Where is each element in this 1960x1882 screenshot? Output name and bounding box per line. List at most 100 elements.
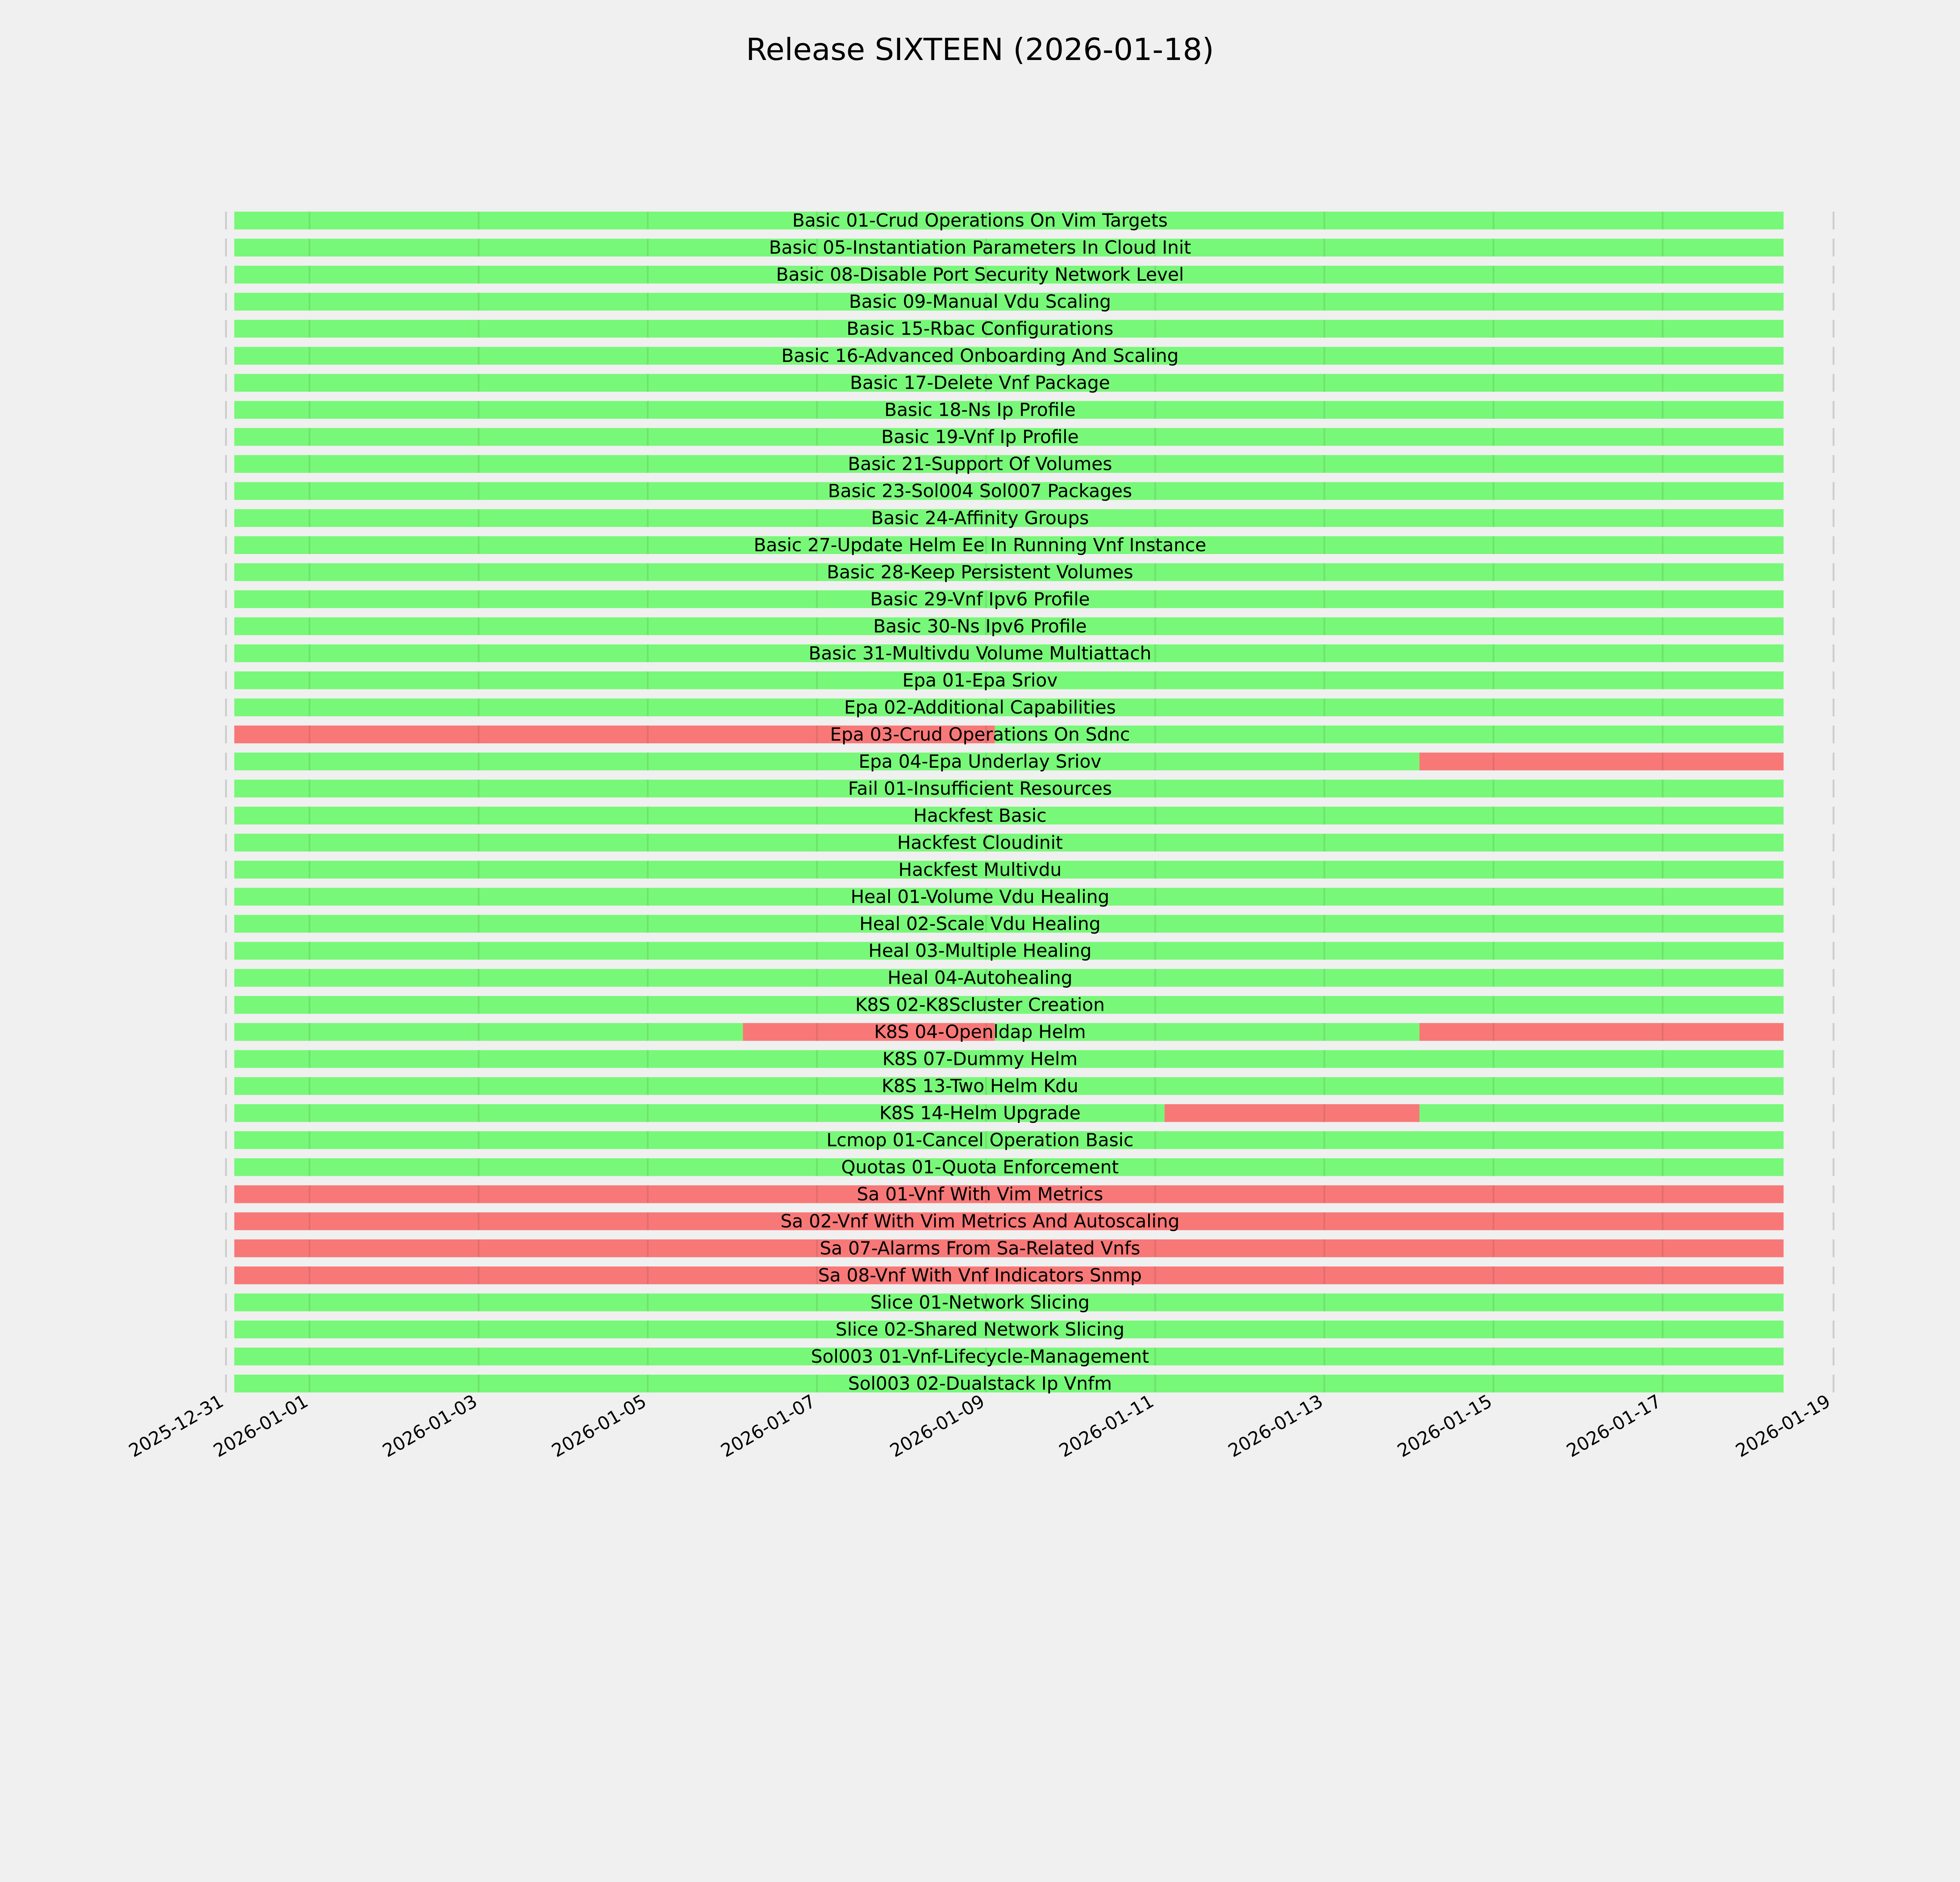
bar-segment-fail xyxy=(1164,1104,1420,1122)
test-label: Basic 17-Delete Vnf Package xyxy=(850,372,1110,393)
test-label: Basic 30-Ns Ipv6 Profile xyxy=(873,616,1087,637)
bar-segment-fail xyxy=(1419,752,1784,770)
test-label: Heal 02-Scale Vdu Healing xyxy=(859,913,1100,934)
test-label: K8S 07-Dummy Helm xyxy=(882,1048,1078,1070)
test-row: Sa 01-Vnf With Vim Metrics xyxy=(225,1184,1835,1205)
bar-segment-pass xyxy=(234,969,1784,987)
bar-segment-pass xyxy=(234,1104,1165,1122)
bar-segment-pass xyxy=(234,482,1784,500)
test-row: Heal 01-Volume Vdu Healing xyxy=(225,886,1835,907)
test-row: K8S 07-Dummy Helm xyxy=(225,1048,1835,1070)
test-row: K8S 02-K8Scluster Creation xyxy=(225,994,1835,1015)
test-row: Basic 27-Update Helm Ee In Running Vnf I… xyxy=(225,534,1835,556)
bar-segment-pass xyxy=(234,211,1784,230)
test-label: Basic 15-Rbac Configurations xyxy=(847,318,1114,339)
bar-segment-pass xyxy=(234,617,1784,635)
test-row: Slice 01-Network Slicing xyxy=(225,1292,1835,1313)
test-row: Epa 01-Epa Sriov xyxy=(225,670,1835,691)
test-row: Epa 03-Crud Operations On Sdnc xyxy=(225,724,1835,745)
test-row: Basic 16-Advanced Onboarding And Scaling xyxy=(225,345,1835,366)
test-row: Sol003 02-Dualstack Ip Vnfm xyxy=(225,1373,1835,1394)
test-row: K8S 04-Openldap Helm xyxy=(225,1021,1835,1043)
bar-segment-pass xyxy=(234,834,1784,852)
bar-segment-pass xyxy=(234,536,1784,554)
test-label: Hackfest Cloudinit xyxy=(897,832,1063,853)
test-label: Basic 21-Support Of Volumes xyxy=(848,453,1112,474)
test-row: Basic 23-Sol004 Sol007 Packages xyxy=(225,480,1835,501)
bar-segment-pass xyxy=(234,1321,1784,1339)
test-label: K8S 02-K8Scluster Creation xyxy=(855,994,1105,1015)
test-row: Sa 07-Alarms From Sa-Related Vnfs xyxy=(225,1238,1835,1259)
bar-segment-pass xyxy=(234,807,1784,825)
test-row: Basic 17-Delete Vnf Package xyxy=(225,372,1835,393)
test-row: Basic 28-Keep Persistent Volumes xyxy=(225,561,1835,583)
test-row: Quotas 01-Quota Enforcement xyxy=(225,1157,1835,1178)
test-row: Basic 31-Multivdu Volume Multiattach xyxy=(225,643,1835,664)
bar-segment-fail xyxy=(743,1023,995,1041)
test-row: Sa 08-Vnf With Vnf Indicators Snmp xyxy=(225,1265,1835,1286)
test-row: Basic 08-Disable Port Security Network L… xyxy=(225,264,1835,285)
bar-segment-pass xyxy=(234,915,1784,933)
test-row: Basic 15-Rbac Configurations xyxy=(225,318,1835,339)
test-label: Epa 04-Epa Underlay Sriov xyxy=(858,751,1101,772)
test-row: Lcmop 01-Cancel Operation Basic xyxy=(225,1130,1835,1151)
test-label: Sa 08-Vnf With Vnf Indicators Snmp xyxy=(818,1265,1142,1286)
bar-segment-pass xyxy=(995,725,1784,743)
test-label: Slice 02-Shared Network Slicing xyxy=(835,1319,1124,1340)
bar-segment-pass xyxy=(234,1348,1784,1366)
test-label: Basic 09-Manual Vdu Scaling xyxy=(849,291,1111,312)
test-label: Basic 08-Disable Port Security Network L… xyxy=(776,264,1184,285)
test-row: Fail 01-Insufficient Resources xyxy=(225,778,1835,799)
test-row: Heal 03-Multiple Healing xyxy=(225,940,1835,961)
test-row: Epa 02-Additional Capabilities xyxy=(225,697,1835,718)
test-label: Slice 01-Network Slicing xyxy=(870,1292,1089,1313)
test-label: Quotas 01-Quota Enforcement xyxy=(841,1157,1119,1178)
bar-segment-pass xyxy=(234,265,1784,284)
bar-segment-pass xyxy=(234,563,1784,581)
test-label: Epa 03-Crud Operations On Sdnc xyxy=(830,724,1130,745)
test-label: Basic 05-Instantiation Parameters In Clo… xyxy=(769,237,1191,258)
bar-segment-pass xyxy=(995,1023,1420,1041)
test-row: Hackfest Basic xyxy=(225,805,1835,826)
bar-segment-pass xyxy=(234,752,1420,770)
test-row: Hackfest Cloudinit xyxy=(225,832,1835,853)
test-row: K8S 13-Two Helm Kdu xyxy=(225,1075,1835,1097)
bar-segment-pass xyxy=(234,861,1784,879)
test-row: Epa 04-Epa Underlay Sriov xyxy=(225,751,1835,772)
bar-segment-pass xyxy=(234,590,1784,608)
test-row: K8S 14-Helm Upgrade xyxy=(225,1103,1835,1124)
test-label: Heal 03-Multiple Healing xyxy=(868,940,1091,961)
bar-segment-pass xyxy=(234,888,1784,906)
bar-segment-pass xyxy=(234,455,1784,473)
rows: Basic 01-Crud Operations On Vim Targets B… xyxy=(225,210,1835,1394)
test-label: Hackfest Multivdu xyxy=(898,859,1062,880)
test-row: Basic 19-Vnf Ip Profile xyxy=(225,426,1835,447)
test-label: Sol003 01-Vnf-Lifecycle-Management xyxy=(811,1346,1149,1367)
test-label: Epa 02-Additional Capabilities xyxy=(844,697,1116,718)
bar-segment-pass xyxy=(234,1023,743,1041)
test-label: Epa 01-Epa Sriov xyxy=(902,670,1058,691)
test-label: Sa 07-Alarms From Sa-Related Vnfs xyxy=(820,1238,1140,1259)
test-row: Heal 04-Autohealing xyxy=(225,967,1835,988)
chart-title: Release SIXTEEN (2026-01-18) xyxy=(746,32,1214,67)
test-label: Heal 04-Autohealing xyxy=(887,967,1073,988)
bar-segment-pass xyxy=(234,671,1784,689)
bar-segment-pass xyxy=(234,1077,1784,1095)
test-row: Sa 02-Vnf With Vim Metrics And Autoscali… xyxy=(225,1211,1835,1232)
test-label: Basic 24-Affinity Groups xyxy=(871,507,1089,529)
test-label: Heal 01-Volume Vdu Healing xyxy=(851,886,1109,907)
test-label: Sa 02-Vnf With Vim Metrics And Autoscali… xyxy=(780,1211,1180,1232)
bar-segment-pass xyxy=(234,644,1784,662)
test-label: Sol003 02-Dualstack Ip Vnfm xyxy=(848,1373,1112,1394)
test-label: Basic 23-Sol004 Sol007 Packages xyxy=(828,480,1132,501)
bar-segment-pass xyxy=(234,698,1784,716)
test-label: Hackfest Basic xyxy=(913,805,1047,826)
test-row: Basic 24-Affinity Groups xyxy=(225,507,1835,529)
test-row: Basic 01-Crud Operations On Vim Targets xyxy=(225,210,1835,231)
bar-segment-pass xyxy=(1419,1104,1784,1122)
bar-segment-pass xyxy=(234,320,1784,338)
test-row: Heal 02-Scale Vdu Healing xyxy=(225,913,1835,934)
test-label: Basic 19-Vnf Ip Profile xyxy=(881,426,1079,447)
test-row: Basic 09-Manual Vdu Scaling xyxy=(225,291,1835,312)
bar-segment-fail xyxy=(234,1212,1784,1230)
